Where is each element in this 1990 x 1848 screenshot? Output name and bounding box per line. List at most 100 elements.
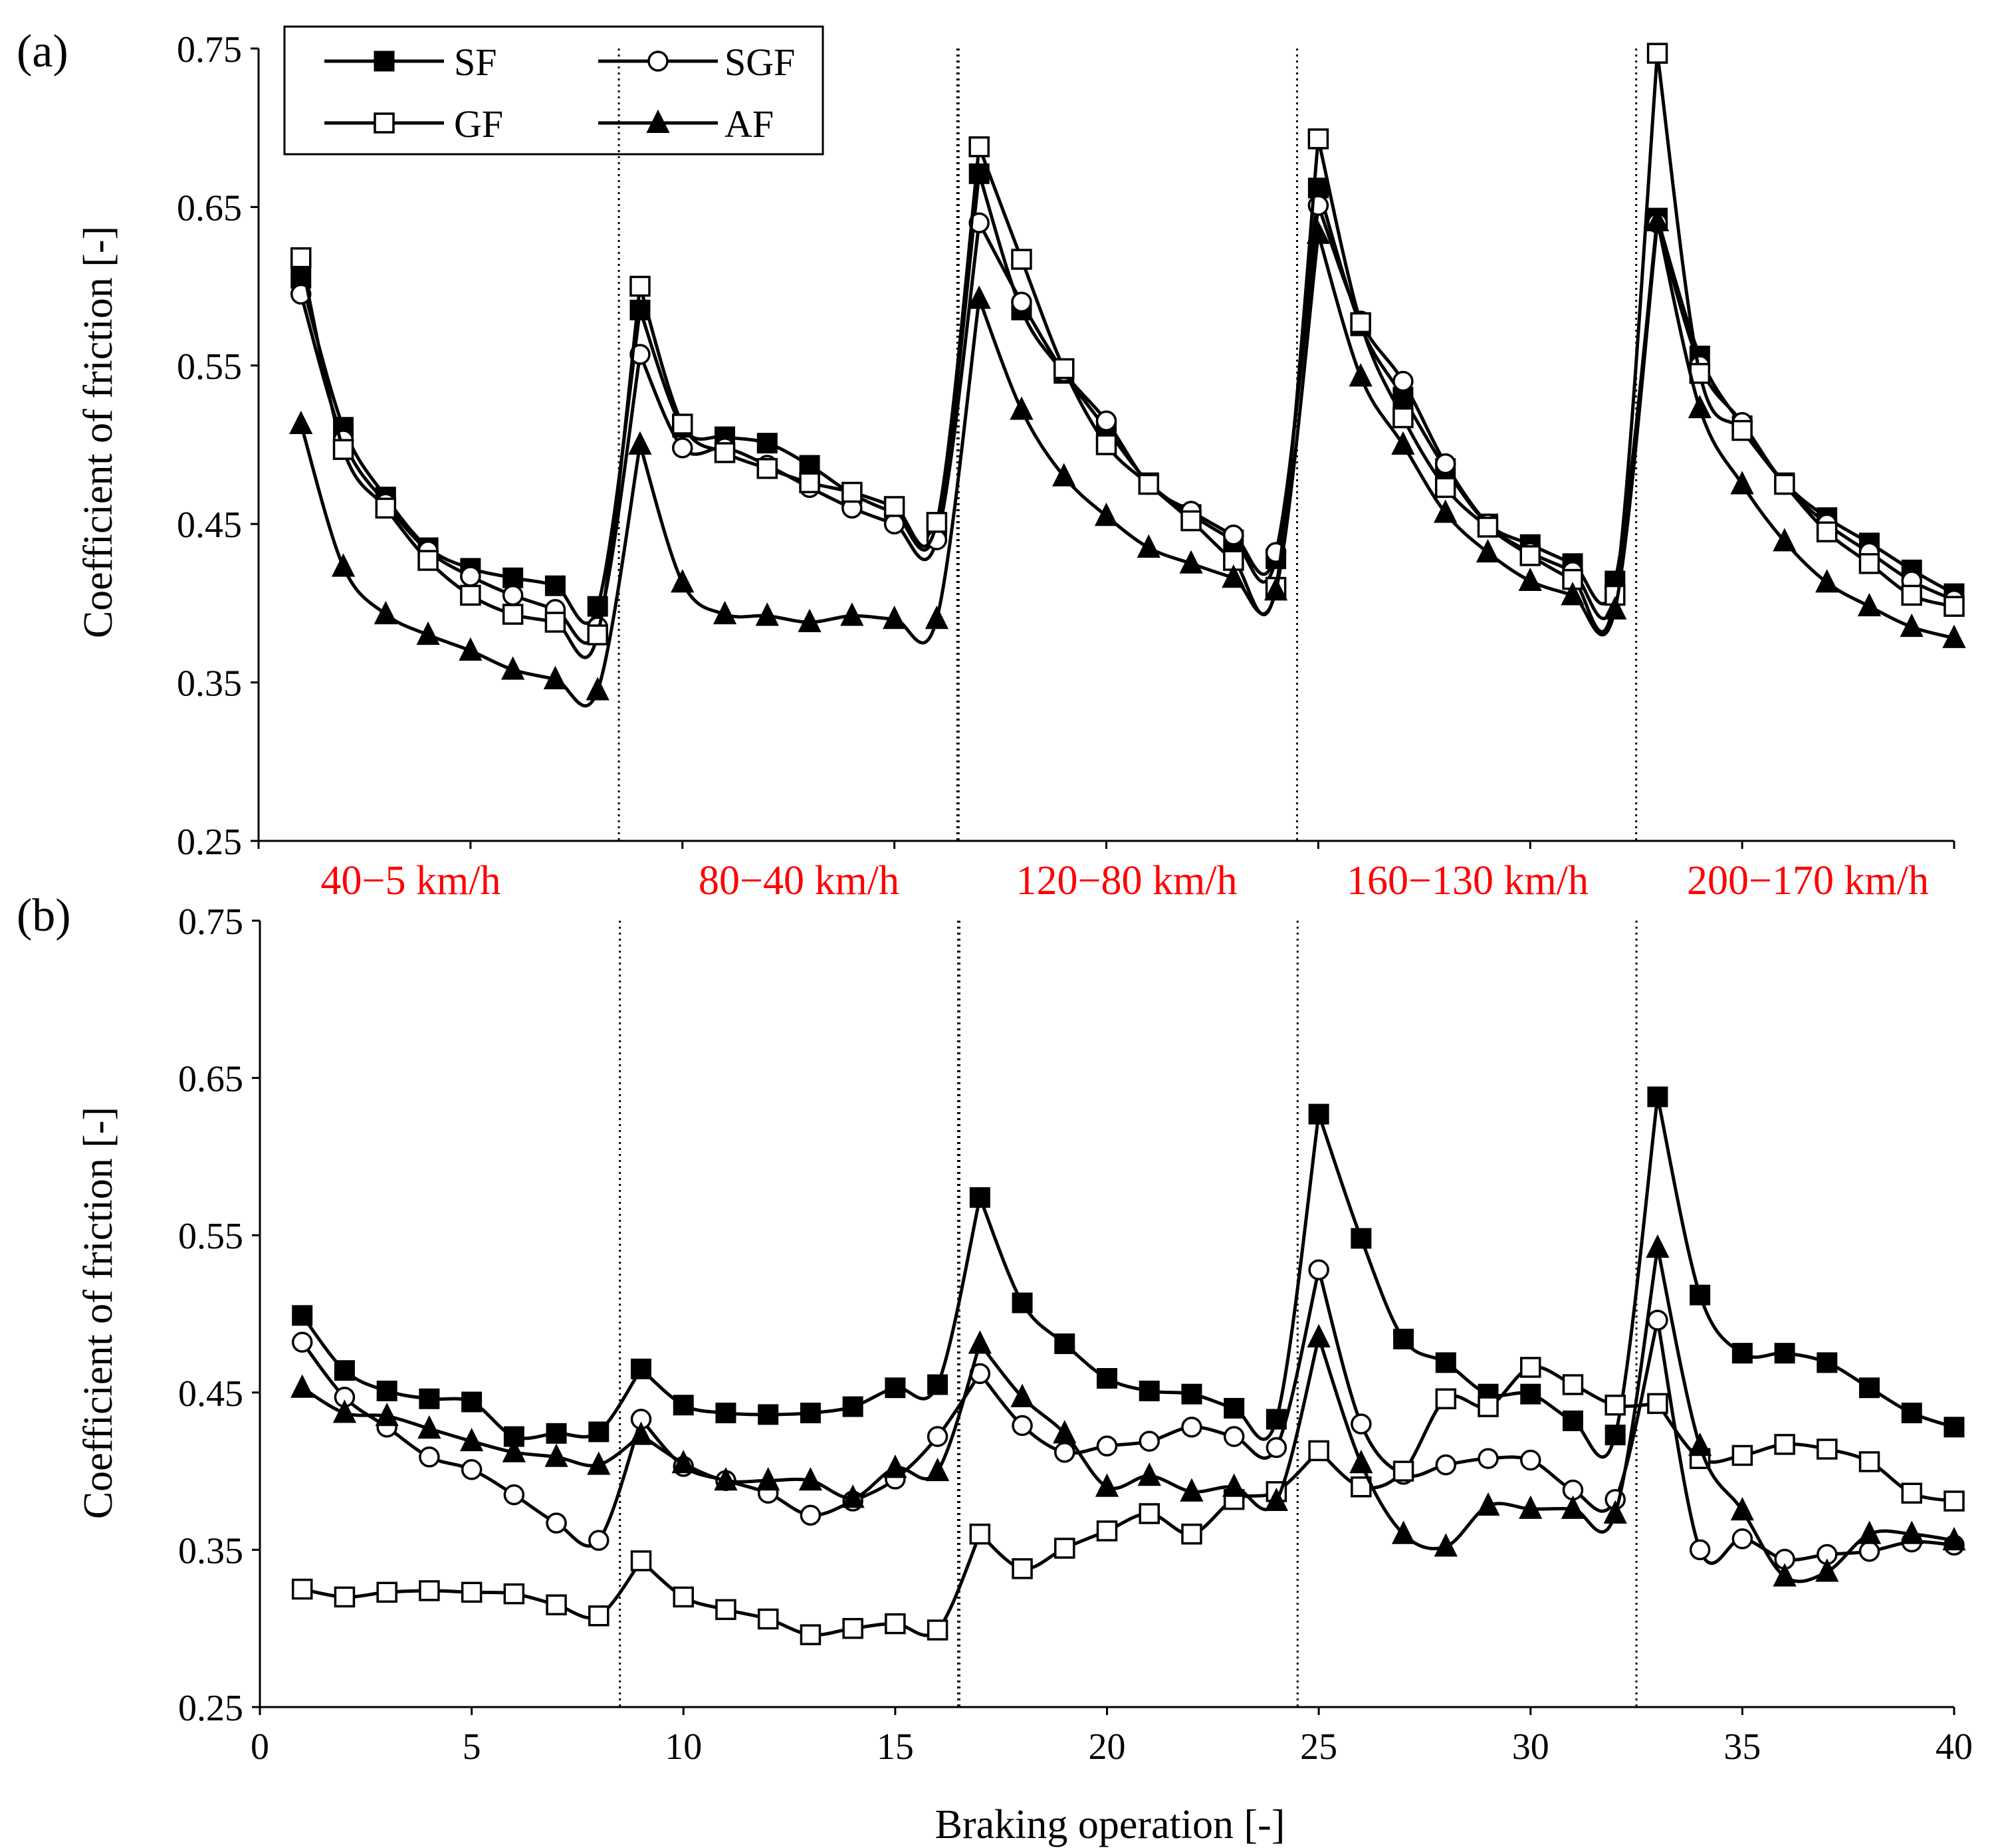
panel-b-sf-point bbox=[1604, 1425, 1626, 1446]
panel-a-gf-point bbox=[1392, 407, 1414, 429]
panel-b-af-point bbox=[1942, 1526, 1966, 1551]
panel-b-af-point bbox=[1603, 1500, 1627, 1524]
panel-a-gf-point bbox=[587, 624, 608, 645]
panel-a-af-point bbox=[755, 602, 779, 626]
panel-b-sf-point bbox=[546, 1423, 567, 1444]
panel-b-af-point bbox=[925, 1457, 950, 1482]
panel-b-sgf-point bbox=[588, 1530, 609, 1551]
panel-a-gf-point bbox=[290, 247, 312, 269]
panel-a-af-point bbox=[1391, 431, 1415, 455]
panel-a-af-point bbox=[1476, 538, 1500, 563]
panel-a-gf-point bbox=[1562, 568, 1583, 590]
panel-a-af-point bbox=[1434, 499, 1458, 523]
panel-a-series-af bbox=[289, 207, 1966, 708]
panel-b-af-point bbox=[1476, 1492, 1500, 1516]
panel-a-af-point bbox=[1052, 463, 1076, 487]
panel-b-sf-point bbox=[1097, 1368, 1117, 1389]
panel-b-gf-point bbox=[1858, 1451, 1880, 1472]
legend-label-sf: SF bbox=[454, 41, 497, 84]
panel-b-af-point bbox=[587, 1451, 611, 1475]
panel-a-series-sgf-line bbox=[638, 222, 981, 562]
panel-b-sgf-point bbox=[419, 1446, 440, 1468]
x-tick-label: 0 bbox=[251, 1726, 269, 1768]
legend-item-gf: GF bbox=[324, 102, 503, 146]
panel-b-af-point bbox=[1857, 1520, 1882, 1544]
panel-a-af-point bbox=[1094, 503, 1119, 526]
panel-a-af-point bbox=[459, 637, 483, 661]
panel-b-sgf-point bbox=[800, 1504, 822, 1526]
panel-b-af-point bbox=[460, 1427, 484, 1452]
panel-b-af-point bbox=[375, 1403, 399, 1427]
panel-a-sgf-point bbox=[502, 584, 524, 606]
panel-b-series-sgf bbox=[291, 1259, 1965, 1570]
x-tick-label: 20 bbox=[1089, 1726, 1126, 1768]
panel-b-af-point bbox=[1010, 1383, 1034, 1407]
panel-a-af-point bbox=[925, 606, 949, 630]
panel-a-gf-point bbox=[756, 458, 778, 479]
panel-a-af-point bbox=[1730, 471, 1754, 495]
panel-b-gf-point bbox=[334, 1586, 356, 1608]
panel-b-gf-point bbox=[1054, 1538, 1075, 1559]
panel-b-sf-point bbox=[1181, 1383, 1202, 1405]
panel-a-gf-point bbox=[502, 604, 524, 625]
panel-b-gf-point bbox=[1478, 1396, 1499, 1417]
panel-a-gf-point bbox=[1011, 249, 1032, 270]
panel-b-gf-point bbox=[800, 1624, 822, 1645]
panel-a-sf-point bbox=[799, 455, 820, 476]
panel-a-sgf-point bbox=[1434, 453, 1456, 475]
panel-b-gf-point bbox=[1520, 1357, 1541, 1378]
panel-b-af-point bbox=[1434, 1533, 1458, 1557]
panel-a-sgf-point bbox=[460, 566, 481, 587]
speed-label-3: 120−80 km/h bbox=[1016, 858, 1238, 903]
panel-b-y-axis-title: Coefficient of friction [-] bbox=[76, 1107, 121, 1519]
panel-a-series-gf-line bbox=[1316, 53, 1660, 634]
panel-a-y-tick-label: 0.75 bbox=[177, 29, 242, 70]
panel-b-gf-point bbox=[630, 1550, 652, 1571]
panel-b-sf-point bbox=[1393, 1328, 1414, 1349]
panel-b-af-point bbox=[1349, 1450, 1373, 1474]
panel-a-sgf-point bbox=[629, 344, 651, 365]
panel-a-gf-point bbox=[1943, 596, 1965, 617]
panel-a-y-tick-label: 0.35 bbox=[177, 663, 242, 705]
panel-a-af-point bbox=[798, 608, 822, 633]
panel-b-gf-point bbox=[969, 1523, 991, 1545]
panel-a-gf-point bbox=[799, 472, 820, 493]
panel-a-gf-point bbox=[1477, 517, 1499, 538]
panel-a-gf-point bbox=[1646, 43, 1668, 64]
panel-a-sgf-point bbox=[672, 437, 693, 459]
panel-a-af-point bbox=[416, 621, 440, 645]
legend-marker-af bbox=[646, 109, 670, 133]
panel-a-af-point bbox=[289, 410, 313, 435]
panel-b-sgf-point bbox=[1435, 1454, 1457, 1476]
panel-b-sgf-point bbox=[1012, 1415, 1033, 1437]
panel-b-gf-point bbox=[1731, 1444, 1753, 1466]
panel-b-af-point bbox=[671, 1450, 695, 1474]
panel-b-series-sf-line bbox=[1656, 1096, 1955, 1429]
panel-b-sgf-point bbox=[1858, 1541, 1880, 1562]
panel-a-af-point bbox=[840, 602, 864, 626]
panel-b-af-point bbox=[502, 1439, 526, 1462]
panel-b-af-point bbox=[1773, 1563, 1797, 1587]
x-tick-label: 5 bbox=[463, 1726, 481, 1768]
panel-a-sgf-point bbox=[290, 283, 312, 305]
panel-b-sgf-point bbox=[1478, 1448, 1499, 1469]
panel-a-sgf-point bbox=[1392, 370, 1414, 392]
panel-b-sf-point bbox=[1647, 1086, 1668, 1107]
panel-a-sf-point bbox=[756, 433, 778, 454]
panel-b-gf-point bbox=[1817, 1439, 1838, 1460]
panel-b-gf-point bbox=[1012, 1558, 1033, 1579]
panel-a-gf-point bbox=[1519, 545, 1541, 566]
panel-b-sf-point bbox=[758, 1404, 779, 1425]
panel-b-gf-point bbox=[461, 1581, 483, 1603]
panel-b-sf-point bbox=[334, 1360, 355, 1381]
panel-b-af-point bbox=[1391, 1520, 1416, 1544]
panel-b-sf-point bbox=[588, 1421, 609, 1443]
panel-b-af-point bbox=[1307, 1324, 1331, 1347]
panel-b-sf-point bbox=[1901, 1403, 1922, 1424]
panel-a-af-point bbox=[1561, 582, 1585, 606]
panel-b-sf-point bbox=[1054, 1333, 1075, 1354]
panel-b-af-point bbox=[1137, 1462, 1161, 1486]
panel-b-af-point bbox=[544, 1443, 568, 1467]
panel-b-gf-point bbox=[1943, 1490, 1965, 1512]
panel-b-sf-point bbox=[1139, 1380, 1160, 1401]
